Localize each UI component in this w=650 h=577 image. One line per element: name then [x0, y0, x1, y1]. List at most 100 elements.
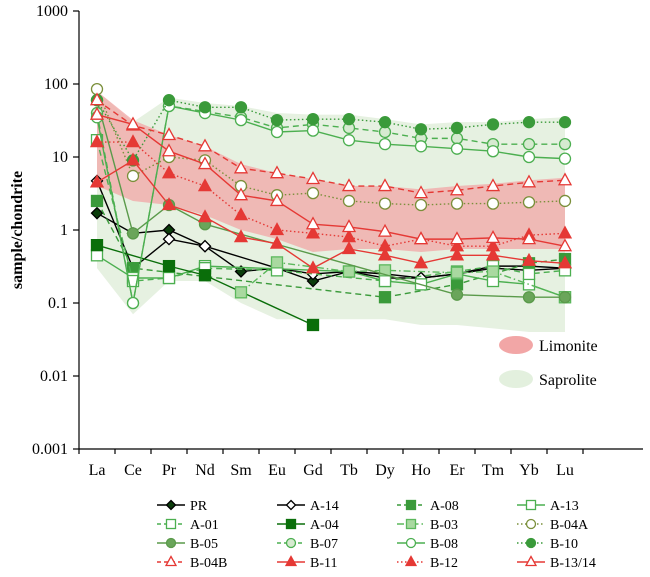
legend-label: B-08 [430, 537, 458, 552]
y-tick-label: 0.1 [48, 295, 68, 312]
legend-marker [165, 499, 177, 511]
y-tick-label: 0.001 [32, 441, 68, 458]
series-line [96, 99, 565, 162]
data-point [557, 255, 573, 269]
area-legend: Limonite Saprolite [499, 336, 598, 389]
data-point [413, 231, 429, 245]
data-point [341, 241, 357, 255]
data-point [197, 209, 213, 223]
data-point [341, 229, 357, 243]
data-point [125, 152, 141, 166]
legend-item: A-14 [277, 499, 339, 514]
series-b-11 [89, 152, 573, 274]
data-point [90, 206, 104, 220]
data-point [162, 259, 176, 273]
series-b-13-14 [89, 106, 573, 252]
series-b-10 [90, 94, 572, 167]
x-tick-label: Yb [519, 462, 539, 479]
y-tick-label: 10 [52, 149, 68, 166]
data-point [126, 274, 140, 288]
data-point [162, 271, 176, 285]
legend-item: A-08 [397, 499, 459, 514]
legend-label: B-05 [190, 537, 218, 552]
data-point [161, 197, 177, 211]
data-point [89, 92, 105, 106]
data-point [522, 267, 536, 281]
data-point [450, 278, 464, 291]
x-tick-label: Eu [268, 462, 286, 479]
data-point [378, 274, 392, 288]
legend-item: B-03 [397, 518, 458, 533]
data-point [450, 288, 464, 301]
data-point [485, 230, 501, 244]
data-point [197, 156, 213, 170]
data-point [90, 239, 104, 252]
legend-marker [405, 518, 417, 530]
data-point [89, 106, 105, 120]
legend-marker [404, 555, 418, 567]
data-point [161, 143, 177, 157]
legend-label: B-10 [550, 537, 578, 552]
data-point [450, 266, 464, 279]
data-point [269, 222, 285, 236]
y-axis-label: sample/chondrite [9, 171, 26, 289]
legend-marker [284, 555, 298, 567]
legend-label: PR [190, 499, 208, 514]
data-point [414, 198, 428, 212]
data-point [233, 229, 249, 243]
data-point [161, 127, 177, 141]
data-point [522, 116, 536, 129]
legend-marker [165, 518, 177, 530]
data-point [557, 238, 573, 252]
legend-label: A-13 [550, 499, 579, 514]
data-point [522, 291, 536, 304]
data-point [522, 150, 536, 164]
data-point [449, 182, 465, 196]
data-point [305, 171, 321, 185]
series-line [96, 159, 566, 269]
series-line [97, 141, 566, 247]
data-point [342, 112, 356, 126]
data-point [522, 196, 536, 209]
data-point [125, 116, 141, 130]
data-point [270, 125, 284, 139]
data-point [270, 113, 284, 127]
series-line [96, 99, 566, 194]
data-point [126, 169, 140, 183]
x-tick-label: Lu [556, 462, 574, 479]
data-point [557, 225, 573, 239]
area-legend-swatch [499, 370, 533, 388]
data-point [522, 137, 536, 151]
data-point [485, 178, 501, 192]
data-point [305, 225, 321, 239]
legend-label: A-14 [310, 499, 339, 514]
data-point [89, 134, 105, 148]
x-tick-label: Ce [124, 462, 142, 479]
area-limonite [97, 91, 565, 252]
legend-item: B-13/14 [517, 555, 596, 571]
data-point [377, 247, 393, 261]
legend-label: B-07 [310, 537, 338, 552]
data-point [450, 121, 464, 135]
x-tick-label: Ho [411, 462, 431, 479]
data-point [558, 291, 572, 304]
legend-marker [405, 499, 417, 511]
legend-label: B-12 [430, 556, 458, 571]
data-point [270, 256, 284, 269]
legend-label: B-13/14 [550, 556, 596, 571]
series-b-08 [90, 99, 572, 310]
legend-item: B-04B [157, 555, 227, 571]
data-point [162, 232, 176, 246]
legend-marker [525, 518, 537, 530]
series-line [96, 140, 566, 282]
data-point [558, 137, 572, 151]
x-tick-label: Nd [195, 462, 215, 479]
y-tick-label: 1000 [36, 3, 68, 20]
data-point [450, 142, 464, 155]
data-point [414, 123, 428, 136]
data-point [378, 264, 392, 277]
data-point [378, 137, 392, 151]
data-point [521, 231, 537, 245]
area-legend-label: Limonite [539, 338, 598, 355]
legend-item: B-11 [277, 555, 337, 571]
